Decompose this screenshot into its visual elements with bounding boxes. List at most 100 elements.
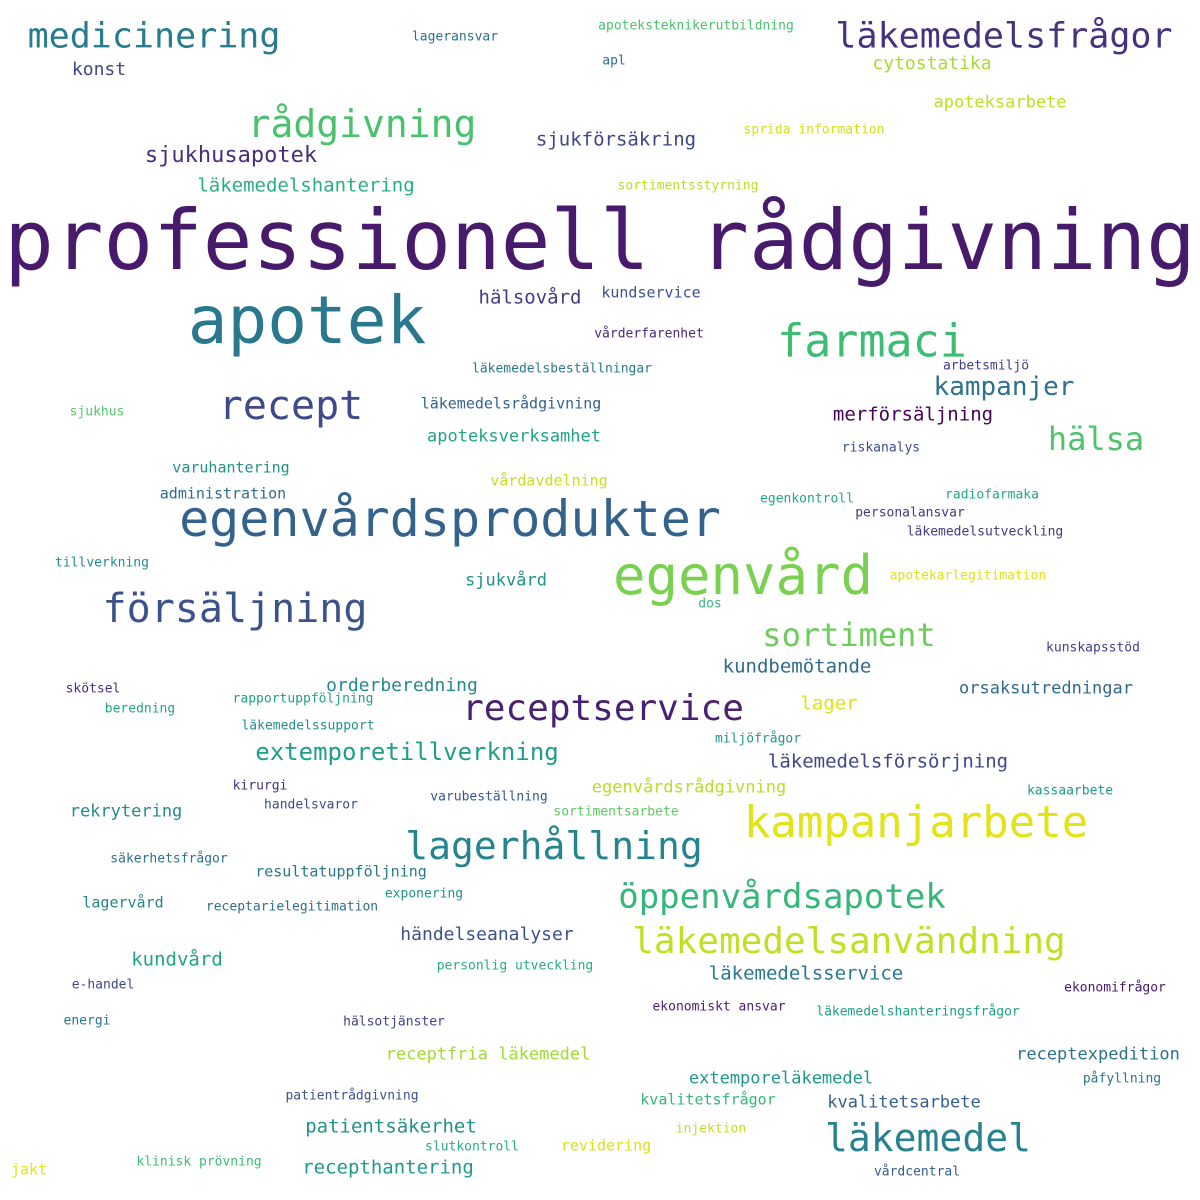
word: patientrådgivning: [285, 1088, 419, 1104]
word: ekonomiskt ansvar: [652, 999, 786, 1015]
word: sortimentsarbete: [553, 804, 679, 820]
word: läkemedelssupport: [241, 718, 375, 734]
word: energi: [63, 1013, 111, 1029]
word: injektion: [675, 1121, 747, 1137]
word: apotekarlegitimation: [889, 568, 1047, 584]
word: apoteksteknikerutbildning: [598, 18, 794, 34]
word: läkemedelsfrågor: [835, 16, 1173, 57]
word: dos: [698, 596, 722, 612]
word: apoteksarbete: [933, 92, 1067, 113]
word: skötsel: [65, 681, 121, 697]
word: sjukhus: [69, 404, 125, 420]
word: läkemedelsutveckling: [906, 524, 1064, 540]
word: lager: [800, 692, 858, 715]
word: påfyllning: [1082, 1071, 1162, 1087]
word: vårdavdelning: [490, 471, 608, 490]
word: vårderfarenhet: [594, 326, 704, 342]
word: egenvårdsprodukter: [179, 490, 721, 548]
word: receptarielegitimation: [205, 899, 379, 915]
word: varubeställning: [430, 789, 548, 805]
word: personalansvar: [855, 505, 965, 521]
word: läkemedelsanvändning: [632, 921, 1066, 962]
word: revidering: [560, 1136, 652, 1155]
word: försäljning: [102, 586, 368, 632]
word: läkemedelshantering: [197, 174, 415, 197]
word: kvalitetsarbete: [827, 1092, 981, 1113]
word: konst: [71, 59, 127, 80]
word: farmaci: [777, 314, 967, 368]
word: professionell rådgivning: [4, 192, 1196, 289]
word: hälsotjänster: [343, 1014, 445, 1030]
word: öppenvårdsapotek: [618, 877, 946, 917]
word: e-handel: [71, 977, 135, 993]
word: kundservice: [601, 283, 701, 302]
word: lageransvar: [411, 29, 499, 45]
word: recept: [218, 383, 364, 429]
word: varuhantering: [172, 458, 290, 477]
word: läkemedelsrådgivning: [420, 394, 602, 413]
word: kundbemötande: [722, 655, 872, 678]
word: receptservice: [462, 688, 744, 729]
word: hälsovård: [478, 286, 582, 309]
word: exponering: [384, 886, 464, 902]
word: riskanalys: [841, 440, 921, 456]
word: läkemedel: [825, 1116, 1031, 1160]
word: receptexpedition: [1016, 1044, 1180, 1065]
word: apotek: [187, 282, 427, 359]
word: händelseanalyser: [400, 924, 574, 945]
word: jakt: [10, 1160, 48, 1179]
word: lagervård: [82, 893, 164, 912]
word: sjukförsäkring: [535, 128, 697, 151]
word: kvalitetsfrågor: [640, 1090, 776, 1109]
word: radiofarmaka: [945, 487, 1039, 503]
word: arbetsmiljö: [942, 358, 1030, 374]
word: sjukvård: [465, 570, 547, 591]
word: tillverkning: [55, 555, 149, 571]
word: rådgivning: [247, 102, 477, 146]
word: läkemedelshanteringsfrågor: [816, 1004, 1020, 1020]
word: rekrytering: [69, 801, 183, 822]
word: rapportuppföljning: [232, 691, 374, 707]
word: kundvård: [131, 948, 223, 971]
word: administration: [159, 484, 287, 503]
word: sortiment: [762, 616, 936, 654]
word: kirurgi: [232, 778, 288, 794]
word: klinisk prövning: [136, 1154, 262, 1170]
word: medicinering: [27, 16, 281, 57]
word: beredning: [104, 701, 176, 717]
word: egenkontroll: [760, 491, 854, 507]
word: egenvårdsrådgivning: [591, 777, 787, 798]
word: cytostatika: [872, 53, 992, 74]
word: läkemedelsbeställningar: [471, 361, 653, 377]
word: receptfria läkemedel: [385, 1044, 591, 1065]
word: vårdcentral: [873, 1164, 961, 1180]
word: slutkontroll: [425, 1139, 519, 1155]
word: kampanjarbete: [743, 797, 1089, 848]
word: säkerhetsfrågor: [110, 851, 228, 867]
word: orsaksutredningar: [959, 678, 1133, 699]
word: sprida information: [743, 122, 885, 138]
word: apoteksverksamhet: [427, 426, 601, 447]
word: extemporetillverkning: [255, 738, 559, 766]
word: lagerhållning: [405, 824, 703, 868]
word: ekonomifrågor: [1064, 980, 1166, 996]
word: orderberedning: [326, 675, 478, 696]
word: kassaarbete: [1026, 783, 1114, 799]
word: läkemedelsförsörjning: [767, 750, 1009, 773]
word: extemporeläkemedel: [688, 1068, 874, 1089]
word: kunskapsstöd: [1046, 640, 1140, 656]
word: handelsvaror: [264, 797, 358, 813]
word: personlig utveckling: [436, 958, 594, 974]
word: sjukhusapotek: [144, 143, 318, 168]
word: egenvård: [612, 544, 874, 607]
word: miljöfrågor: [714, 731, 802, 747]
word: hälsa: [1047, 420, 1145, 458]
word: patientsäkerhet: [305, 1115, 477, 1138]
word: sortimentsstyrning: [617, 178, 759, 194]
word: apl: [602, 53, 626, 69]
word: recepthantering: [302, 1156, 474, 1179]
word: merförsäljning: [832, 403, 994, 426]
word: kampanjer: [933, 372, 1075, 402]
word: läkemedelsservice: [708, 962, 904, 985]
